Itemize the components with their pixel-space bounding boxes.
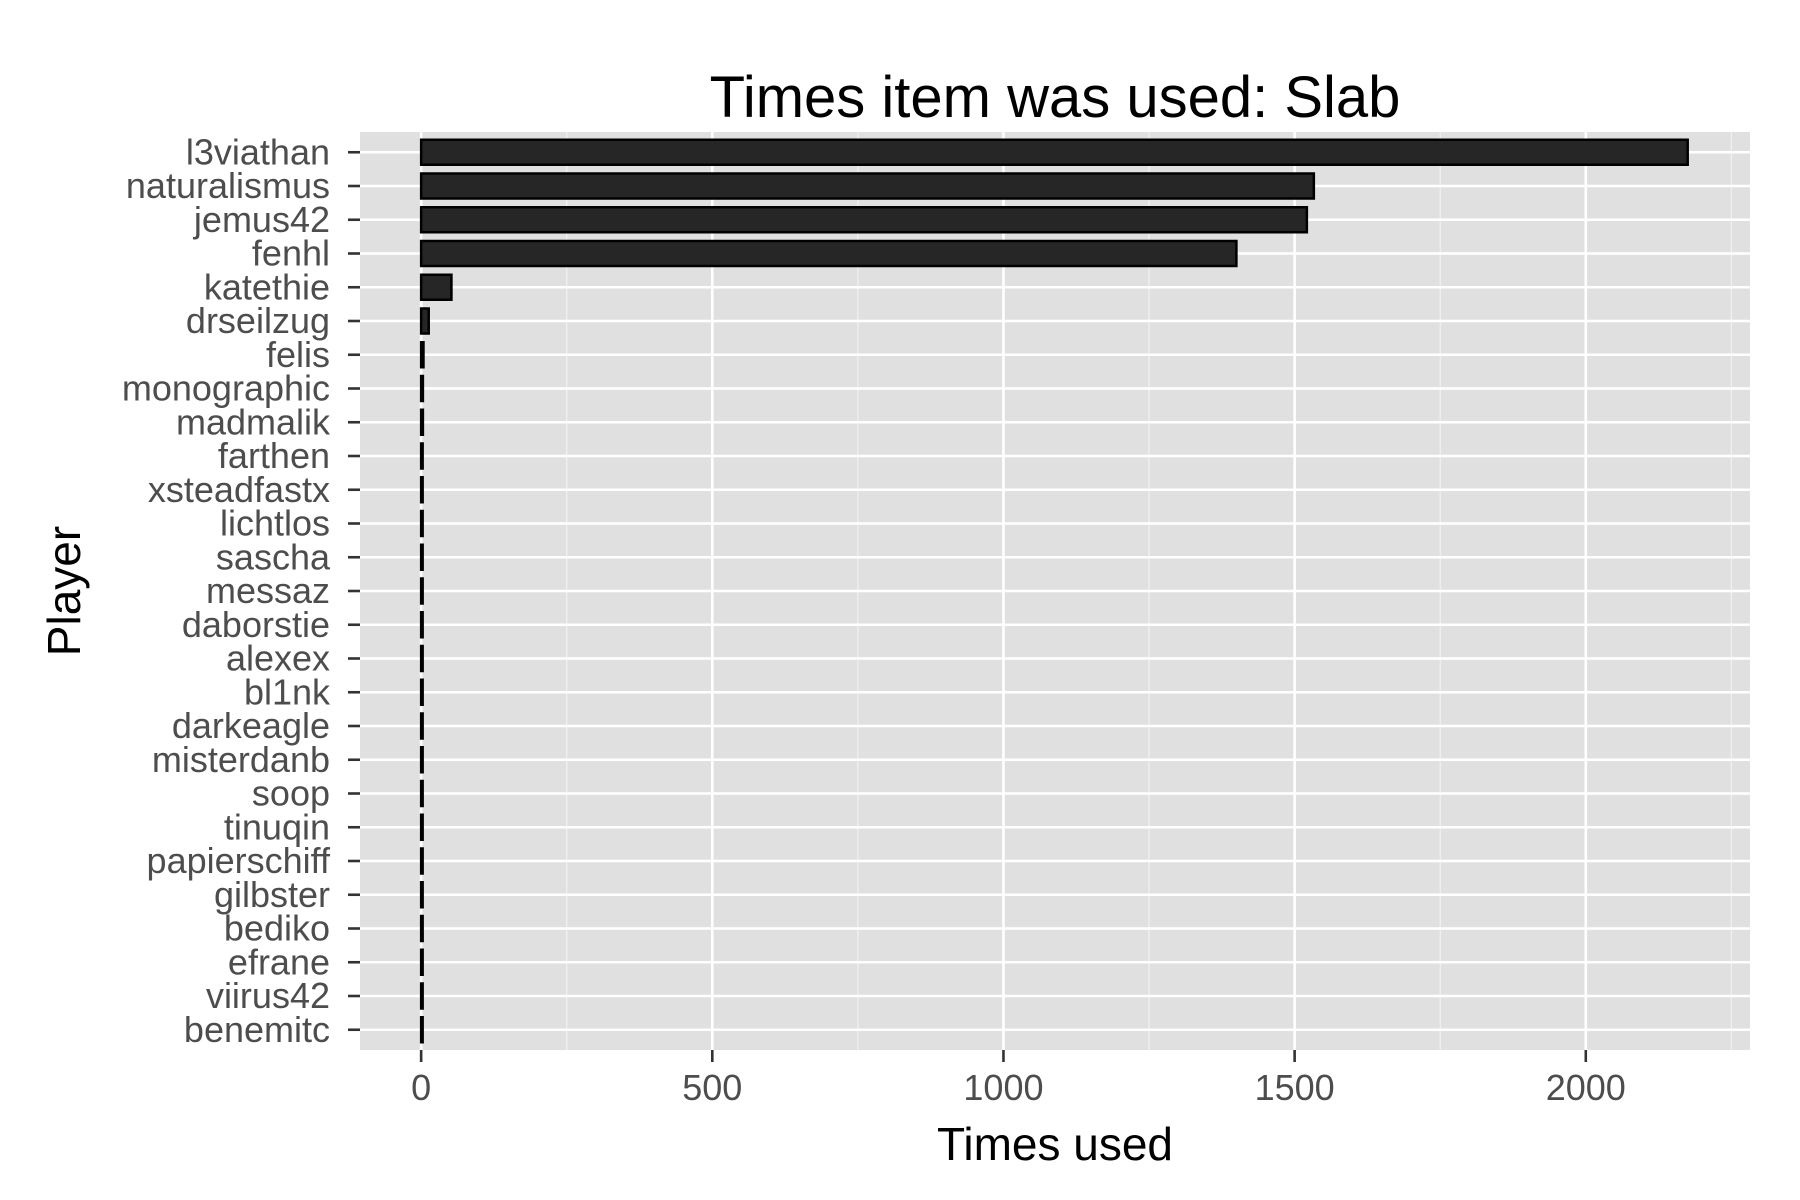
x-tick-label: 500 [682, 1067, 742, 1108]
bar-messaz [419, 577, 424, 605]
y-tick-label: fenhl [252, 233, 330, 274]
y-tick-label: katethie [204, 266, 330, 307]
bar-sascha [419, 543, 424, 571]
bar-xsteadfastx [419, 476, 424, 504]
bar-darkeagle [419, 712, 424, 740]
bar-gilbster [419, 881, 424, 909]
y-tick-label: madmalik [176, 401, 331, 442]
bar-farthen [419, 442, 424, 470]
y-axis-title: Player [38, 526, 90, 656]
y-tick-label: lichtlos [220, 503, 330, 544]
bar-daborstie [419, 611, 424, 639]
y-tick-label: naturalismus [126, 165, 330, 206]
y-tick-label: messaz [206, 570, 330, 611]
bar-soop [419, 779, 424, 808]
y-tick-label: misterdanb [152, 739, 330, 780]
y-tick-label: tinuqin [224, 806, 330, 847]
bar-misterdanb [419, 746, 424, 774]
bar-viirus42 [419, 982, 424, 1010]
bar-l3viathan [419, 138, 1689, 166]
y-tick-label: l3viathan [186, 131, 330, 172]
bar-benemitc [419, 1016, 424, 1044]
bar-efrane [419, 948, 424, 976]
bar-felis [419, 341, 425, 369]
x-tick-label: 2000 [1546, 1067, 1626, 1108]
x-tick-label: 1500 [1255, 1067, 1335, 1108]
y-tick-label: farthen [218, 435, 330, 476]
bar-madmalik [419, 408, 425, 436]
bar-naturalismus [419, 172, 1316, 200]
bar-tinuqin [419, 813, 424, 841]
x-axis-title: Times used [937, 1118, 1173, 1170]
y-tick-label: monographic [122, 368, 330, 409]
bar-bl1nk [419, 678, 424, 706]
y-tick-label: daborstie [182, 604, 330, 645]
y-tick-label: darkeagle [172, 705, 330, 746]
bars [419, 138, 1689, 1044]
y-tick-label: bediko [224, 908, 330, 949]
bar-alexex [419, 644, 424, 673]
y-tick-label: viirus42 [206, 975, 330, 1016]
y-tick-label: alexex [226, 638, 330, 679]
bar-fenhl [419, 239, 1238, 268]
y-tick-label: benemitc [184, 1009, 330, 1050]
y-axis: l3viathannaturalismusjemus42fenhlkatethi… [122, 131, 360, 1050]
y-tick-label: jemus42 [193, 199, 330, 240]
x-axis: 0 500 1000 1500 2000 [411, 1050, 1626, 1108]
y-tick-label: efrane [228, 941, 330, 982]
x-tick-label: 1000 [963, 1067, 1043, 1108]
y-tick-label: sascha [216, 536, 331, 577]
bar-jemus42 [419, 206, 1309, 234]
y-tick-label: papierschiff [147, 840, 331, 881]
y-tick-label: felis [266, 334, 330, 375]
bar-bediko [419, 914, 424, 943]
y-tick-label: drseilzug [186, 300, 330, 341]
bar-lichtlos [419, 509, 424, 538]
bar-drseilzug [419, 307, 430, 335]
y-tick-label: soop [252, 773, 330, 814]
y-tick-label: bl1nk [244, 671, 331, 712]
chart-title: Times item was used: Slab [710, 65, 1401, 130]
bar-monographic [419, 374, 425, 403]
bar-katethie [419, 273, 453, 301]
y-tick-label: xsteadfastx [148, 469, 330, 510]
y-tick-label: gilbster [214, 874, 330, 915]
x-tick-label: 0 [411, 1067, 431, 1108]
bar-papierschiff [419, 847, 424, 875]
